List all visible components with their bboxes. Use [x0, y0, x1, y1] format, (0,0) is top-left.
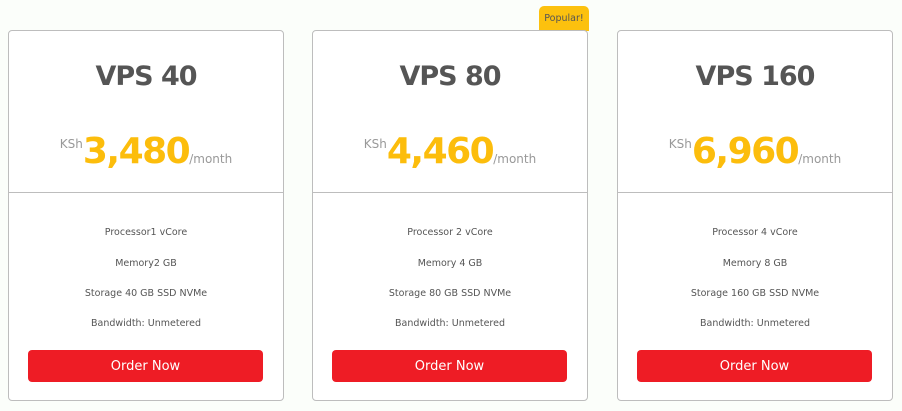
plan-name: VPS 80 [399, 61, 501, 92]
divider [313, 192, 587, 193]
plan-name: VPS 160 [695, 61, 816, 92]
feature-item: Processor 2 vCore [407, 227, 493, 238]
currency: KSh [668, 137, 692, 151]
feature-item: Bandwidth: Unmetered [699, 318, 810, 329]
feature-item: Storage 80 GB SSD NVMe [388, 288, 512, 299]
feature-item: Bandwidth: Unmetered [394, 318, 505, 329]
plan-name: VPS 40 [95, 61, 197, 92]
order-now-button[interactable]: Order Now [332, 350, 567, 382]
feature-item: Storage 160 GB SSD NVMe [690, 288, 820, 299]
popular-badge: Popular! [539, 6, 589, 31]
order-now-button[interactable]: Order Now [637, 350, 872, 382]
plan-price: KSh6,960/month [618, 131, 892, 172]
price-amount: 6,960 [691, 131, 800, 172]
currency: KSh [59, 137, 83, 151]
pricing-card: VPS 80 KSh4,460/month Processor 2 vCore M… [312, 30, 588, 401]
feature-item: Storage 40 GB SSD NVMe [84, 288, 208, 299]
currency: KSh [363, 137, 387, 151]
pricing-card: VPS 160 KSh6,960/month Processor 4 vCore… [617, 30, 893, 401]
feature-item: Memory 8 GB [722, 258, 788, 269]
feature-item: Memory2 GB [115, 258, 177, 269]
order-now-button[interactable]: Order Now [28, 350, 263, 382]
pricing-card: VPS 40 KSh3,480/month Processor1 vCore Me… [8, 30, 284, 401]
plan-price: KSh4,460/month [313, 131, 587, 172]
price-period: /month [189, 152, 233, 166]
feature-item: Bandwidth: Unmetered [90, 318, 201, 329]
divider [618, 192, 892, 193]
price-period: /month [798, 152, 842, 166]
feature-item: Processor1 vCore [104, 227, 188, 238]
price-period: /month [493, 152, 537, 166]
price-amount: 3,480 [82, 131, 191, 172]
feature-item: Memory 4 GB [417, 258, 483, 269]
plan-price: KSh3,480/month [9, 131, 283, 172]
feature-item: Processor 4 vCore [712, 227, 798, 238]
divider [9, 192, 283, 193]
price-amount: 4,460 [386, 131, 495, 172]
